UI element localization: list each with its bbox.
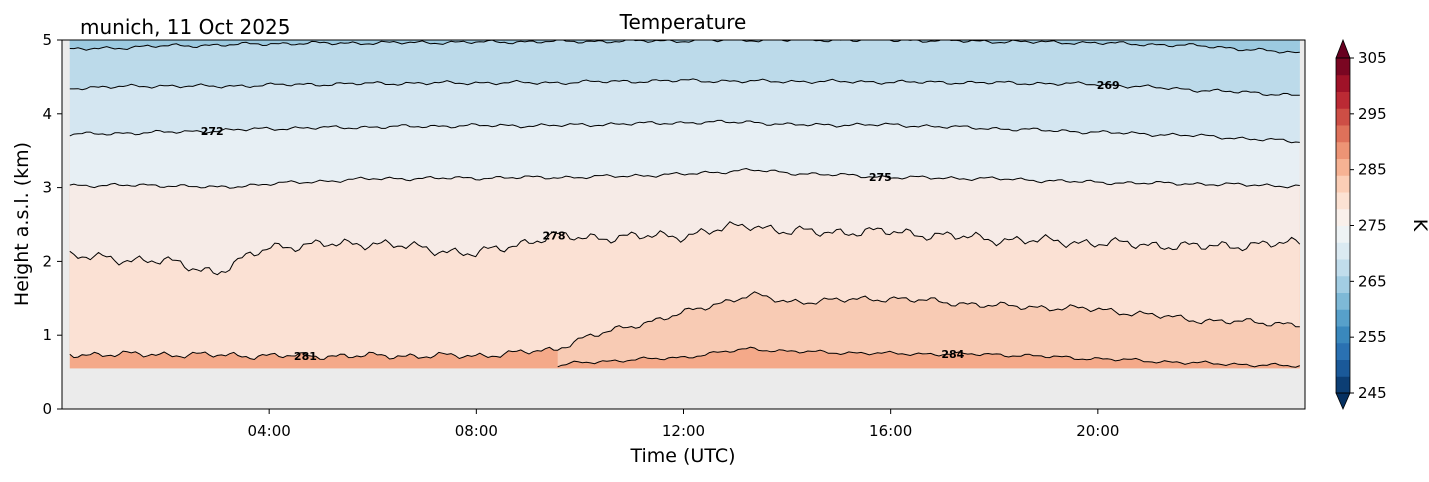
colorbar-segment bbox=[1336, 242, 1350, 260]
colorbar-tick-label: 295 bbox=[1358, 105, 1387, 123]
colorbar-segment bbox=[1336, 225, 1350, 243]
colorbar-segment bbox=[1336, 342, 1350, 360]
colorbar: 245 255 265 275 285 295 305 bbox=[1335, 38, 1387, 410]
y-tick-label: 5 bbox=[42, 31, 52, 49]
colorbar-tick-label: 245 bbox=[1358, 384, 1387, 402]
x-tick-label: 16:00 bbox=[869, 422, 912, 440]
y-tick-label: 2 bbox=[42, 252, 52, 270]
x-axis-title: Time (UTC) bbox=[629, 445, 735, 467]
colorbar-segment bbox=[1336, 74, 1350, 92]
temperature-fill bbox=[62, 40, 1305, 409]
isotherm-278 bbox=[69, 221, 1301, 276]
station-date-label: munich, 11 Oct 2025 bbox=[80, 15, 290, 39]
isotherm-275 bbox=[69, 167, 1300, 189]
colorbar-segment bbox=[1336, 58, 1350, 76]
y-tick-label: 3 bbox=[42, 179, 52, 197]
y-axis-title: Height a.s.l. (km) bbox=[11, 142, 33, 306]
colorbar-segment bbox=[1336, 125, 1350, 143]
isotherm-label-269: 269 bbox=[1097, 79, 1120, 92]
y-tick-label: 1 bbox=[42, 326, 52, 344]
isotherm-label-281: 281 bbox=[294, 350, 317, 363]
colorbar-segment bbox=[1336, 175, 1350, 193]
isotherm-266 bbox=[69, 40, 1300, 54]
isotherm-272 bbox=[69, 119, 1300, 144]
isotherm-284 bbox=[557, 346, 1300, 368]
chart-title: Temperature bbox=[619, 10, 747, 34]
colorbar-segment bbox=[1336, 158, 1350, 176]
colorbar-segment bbox=[1336, 91, 1350, 109]
y-axis: 0 1 2 3 4 5 bbox=[42, 31, 62, 418]
colorbar-segment bbox=[1336, 275, 1350, 293]
colorbar-segment bbox=[1336, 259, 1350, 277]
colorbar-tick-label: 275 bbox=[1358, 217, 1387, 235]
colorbar-label: K bbox=[1409, 219, 1429, 232]
colorbar-segment bbox=[1336, 309, 1350, 327]
x-tick-label: 12:00 bbox=[662, 422, 705, 440]
colorbar-segment bbox=[1336, 359, 1350, 377]
isotherm-label-284: 284 bbox=[941, 348, 964, 361]
isotherm-281 bbox=[69, 291, 1300, 361]
colorbar-tick-label: 255 bbox=[1358, 328, 1387, 346]
colorbar-tick-label: 305 bbox=[1358, 49, 1387, 67]
colorbar-segment bbox=[1336, 192, 1350, 210]
colorbar-tick-label: 285 bbox=[1358, 161, 1387, 179]
colorbar-segment bbox=[1336, 292, 1350, 310]
isotherm-lines bbox=[69, 40, 1301, 368]
colorbar-segment bbox=[1336, 326, 1350, 344]
x-axis: 04:00 08:00 12:00 16:00 20:00 bbox=[248, 409, 1119, 440]
y-tick-label: 4 bbox=[42, 105, 52, 123]
isotherm-269 bbox=[69, 78, 1300, 97]
x-tick-label: 04:00 bbox=[248, 422, 291, 440]
colorbar-segment bbox=[1336, 376, 1350, 394]
isotherm-label-272: 272 bbox=[201, 125, 224, 138]
colorbar-segment bbox=[1336, 141, 1350, 159]
colorbar-segment bbox=[1336, 108, 1350, 126]
x-tick-label: 08:00 bbox=[455, 422, 498, 440]
isotherm-label-278: 278 bbox=[543, 230, 566, 243]
x-tick-label: 20:00 bbox=[1076, 422, 1119, 440]
colorbar-segment bbox=[1336, 208, 1350, 226]
colorbar-tick-label: 265 bbox=[1358, 272, 1387, 290]
isotherm-label-275: 275 bbox=[869, 171, 892, 184]
y-tick-label: 0 bbox=[42, 400, 52, 418]
isotherm-labels: 269 272 275 278 281 284 bbox=[201, 79, 1120, 363]
